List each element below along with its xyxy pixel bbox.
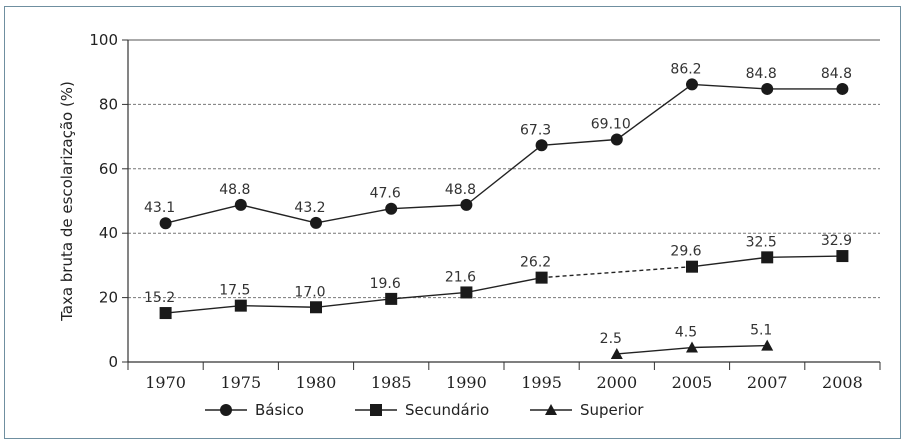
basico-line-segment [240,204,317,224]
basico-line-segment [315,208,392,224]
secundario-point-1980 [310,301,322,314]
basico-line-segment [616,83,693,141]
legend-marker-superior [545,404,557,415]
secundario-point-1970 [159,307,172,320]
secundario-data-label-1975: 17.5 [219,283,250,299]
secundario-point-2007 [761,251,774,264]
basico-data-label-1985: 47.6 [370,186,401,202]
secundario-data-label-1985: 19.6 [370,276,401,292]
basico-data-label-2007: 84.8 [746,66,777,82]
basico-line-segment [541,138,617,146]
basico-data-label-1980: 43.2 [294,200,325,216]
secundario-line-segment [691,256,768,268]
y-tick-label: 0 [108,353,118,371]
superior-data-label-2007: 5.1 [750,323,772,339]
basico-point-1975 [234,198,247,211]
basico-line-segment [691,83,768,90]
basico-data-label-2008: 84.8 [821,66,852,82]
secundario-data-label-2008: 32.9 [821,233,852,249]
secundario-point-2005 [686,260,698,273]
secundario-data-label-1990: 21.6 [445,269,476,285]
basico-data-label-1990: 48.8 [445,182,476,198]
x-tick-label-2000: 2000 [596,373,637,392]
basico-line-segment [465,144,543,206]
y-tick-label: 40 [99,224,118,242]
basico-point-2008 [836,82,849,95]
x-tick-label-1985: 1985 [371,373,412,392]
secundario-point-2008 [836,250,849,263]
y-axis-label: Taxa bruta de escolarização (%) [58,81,76,322]
x-tick-label-2007: 2007 [747,373,788,392]
basico-point-1970 [159,217,172,230]
secundario-point-1990 [460,286,473,299]
basico-point-1985 [385,202,398,215]
superior-line-segment [691,344,768,349]
x-tick-label-1995: 1995 [521,373,562,392]
basico-point-2000 [610,133,623,146]
y-tick-label: 100 [89,31,118,49]
basico-point-2005 [686,78,698,91]
superior-data-label-2000: 2.5 [600,331,622,347]
basico-data-label-2000: 69.10 [591,116,631,132]
y-tick-label: 20 [99,289,118,307]
secundario-line-segment [767,255,843,259]
x-tick-label-2008: 2008 [822,373,863,392]
secundario-line-segment [240,304,317,308]
secundario-data-label-2005: 29.6 [670,244,701,260]
basico-data-label-1995: 67.3 [520,122,551,138]
x-tick-label-1980: 1980 [296,373,337,392]
superior-data-label-2005: 4.5 [675,325,697,341]
superior-point-2007 [761,339,774,351]
basico-point-1980 [310,216,322,229]
superior-point-2005 [686,341,698,353]
x-tick-label-1990: 1990 [446,373,487,392]
secundario-data-label-1980: 17.0 [294,284,325,300]
chart-frame [4,6,901,439]
legend-label-superior: Superior [580,401,644,419]
legend-label-secundario: Secundário [405,401,489,419]
superior-point-2000 [610,347,623,359]
basico-point-1995 [535,139,548,152]
secundario-point-1975 [234,299,247,312]
secundario-data-label-1970: 15.2 [144,290,175,306]
secundario-line-segment [165,304,241,314]
secundario-line-segment [391,291,467,300]
superior-line-segment [616,346,693,355]
secundario-line-segment [466,276,542,294]
secundario-point-1985 [385,292,398,305]
y-tick-label: 60 [99,160,118,178]
secundario-line-segment [541,265,693,279]
secundario-line-segment [315,298,392,308]
basico-line-segment [391,204,467,210]
basico-point-2007 [761,82,774,95]
secundario-point-1995 [535,271,548,284]
x-tick-label-1970: 1970 [145,373,186,392]
basico-data-label-1970: 43.1 [144,200,175,216]
legend-marker-basico [220,404,232,416]
basico-data-label-1975: 48.8 [219,182,250,198]
basico-line-segment [165,204,241,224]
secundario-data-label-2007: 32.5 [746,234,777,250]
legend-marker-secundario [370,404,382,416]
basico-data-label-2005: 86.2 [670,61,701,77]
secundario-data-label-1995: 26.2 [520,255,551,271]
y-tick-label: 80 [99,95,118,113]
legend-label-basico: Básico [255,401,304,419]
x-tick-label-1975: 1975 [220,373,261,392]
basico-point-1990 [460,198,473,211]
x-tick-label-2005: 2005 [672,373,713,392]
